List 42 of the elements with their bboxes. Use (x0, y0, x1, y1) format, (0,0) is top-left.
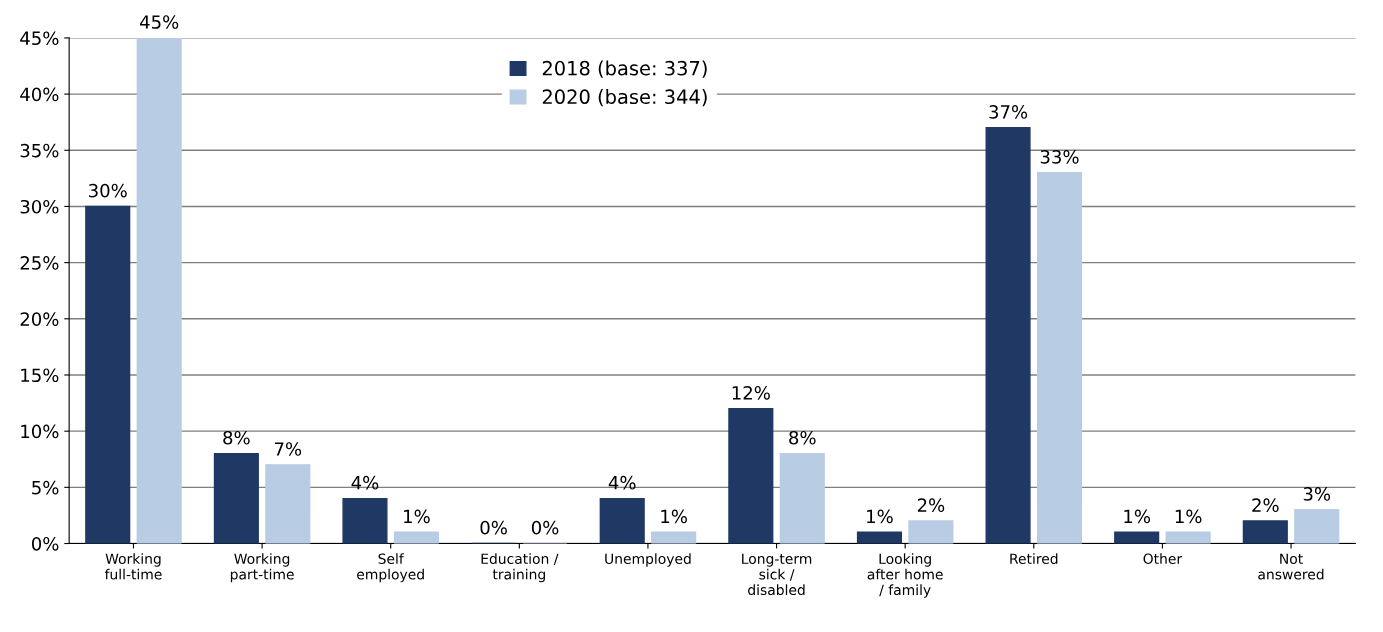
x-tick-label: Education / training (481, 553, 559, 583)
x-tick-label: Self employed (357, 553, 424, 583)
x-tick-label: Long-term sick / disabled (742, 553, 812, 596)
data-label: 8% (789, 430, 816, 445)
x-tick-label: Retired (1010, 553, 1058, 564)
data-label: 2% (917, 498, 945, 512)
data-label: 4% (608, 475, 636, 490)
data-label: 30% (89, 183, 127, 198)
y-tick-label: 20% (20, 312, 59, 326)
data-label: 37% (989, 105, 1028, 119)
legend-label: 2020 (base: 344) (542, 89, 707, 107)
data-label: 0% (531, 520, 559, 535)
data-label: 1% (661, 509, 687, 524)
x-tick-label: Other (1143, 553, 1183, 564)
data-label: 1% (867, 509, 893, 524)
y-tick-label: 45% (20, 31, 59, 46)
x-tick-label: Looking after home / family (867, 553, 943, 598)
x-tick-label: Working part-time (230, 553, 294, 583)
y-tick-label: 10% (21, 424, 59, 439)
legend-label: 2018 (base: 337) (542, 60, 707, 78)
data-label: 1% (1175, 509, 1202, 524)
y-tick-label: 40% (20, 87, 59, 102)
y-tick-label: 0% (31, 536, 59, 551)
y-tick-label: 15% (21, 368, 59, 383)
data-label: 45% (140, 15, 179, 29)
data-label: 3% (1303, 487, 1331, 501)
data-label: 8% (223, 430, 250, 445)
data-label: 1% (1124, 509, 1151, 524)
y-tick-label: 35% (20, 143, 59, 158)
data-label: 1% (404, 509, 430, 524)
data-label: 2% (1252, 498, 1279, 512)
data-label: 12% (732, 385, 770, 400)
data-label: 33% (1040, 150, 1079, 164)
y-tick-label: 30% (20, 199, 59, 214)
x-tick-label: Unemployed (605, 553, 691, 567)
x-tick-label: Not answered (1258, 553, 1324, 580)
y-tick-label: 5% (32, 480, 59, 495)
data-label: 0% (480, 520, 507, 535)
data-label: 4% (351, 475, 379, 490)
data-label: 7% (274, 442, 302, 456)
y-tick-label: 25% (20, 256, 59, 270)
x-tick-label: Working full-time (104, 553, 162, 580)
